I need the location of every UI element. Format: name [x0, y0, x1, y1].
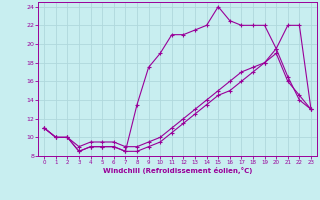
X-axis label: Windchill (Refroidissement éolien,°C): Windchill (Refroidissement éolien,°C) — [103, 167, 252, 174]
